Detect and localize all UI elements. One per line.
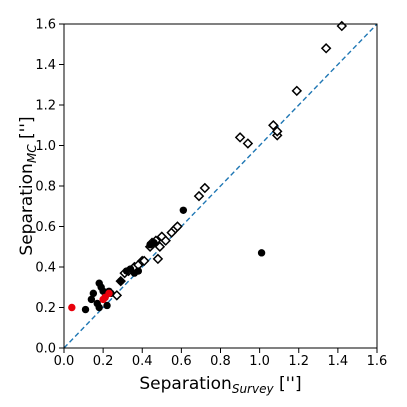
diamond-point — [160, 235, 171, 246]
diamond-point — [336, 20, 348, 32]
x-tick-label: 1.6 — [367, 354, 388, 369]
x-tick-label: 0.4 — [132, 354, 153, 369]
filled-circle-series — [81, 206, 266, 314]
x-axis-title-sub: Survey — [232, 382, 275, 396]
circle-point — [103, 301, 111, 310]
open-diamond-series — [111, 20, 348, 301]
red-circle-series — [68, 289, 113, 312]
x-tick-label: 0.8 — [210, 354, 231, 369]
diamond-point — [172, 221, 183, 232]
x-axis-title-unit: [''] — [274, 374, 302, 394]
ticks-layer: 0.0 0.2 0.4 0.6 0.8 1.0 1.2 1.4 1.6 0.0 0.2 0.4 0.6 0… — [35, 18, 387, 370]
y-tick-label: 1.0 — [35, 139, 56, 154]
circle-point — [150, 239, 158, 247]
circle-point — [81, 305, 90, 314]
diamond-point — [268, 119, 279, 131]
y-tick-label: 1.6 — [35, 18, 56, 33]
y-tick-label: 1.2 — [35, 99, 56, 114]
circle-point — [99, 287, 107, 295]
diamond-point — [320, 43, 332, 54]
y-tick-label: 0.6 — [35, 220, 56, 235]
y-tick-label: 0.8 — [35, 180, 56, 195]
circle-point — [105, 289, 113, 298]
circle-point — [68, 303, 76, 312]
circle-point — [87, 295, 96, 304]
data-points-layer — [68, 20, 348, 314]
diamond-point — [152, 253, 164, 265]
y-tick-label: 0.0 — [35, 342, 56, 357]
x-tick-label: 0.0 — [54, 354, 75, 369]
y-tick-label: 0.2 — [35, 301, 56, 316]
y-tick-label: 1.4 — [35, 58, 56, 73]
diamond-point — [193, 190, 205, 202]
x-axis-title-main: Separation — [139, 374, 231, 394]
diamond-point — [138, 255, 150, 267]
diamond-point — [154, 241, 166, 253]
diamond-point — [291, 85, 303, 97]
x-tick-label: 0.6 — [171, 354, 192, 369]
y-axis-title-unit: [''] — [17, 116, 37, 144]
x-tick-label: 1.0 — [249, 354, 270, 369]
y-axis-title-main: Separation — [17, 163, 37, 255]
labels-layer: SeparationSurvey ['']SeparationMC [''] — [17, 116, 302, 396]
circle-point — [179, 206, 188, 214]
x-tick-label: 1.2 — [288, 354, 309, 369]
x-tick-label: 0.2 — [93, 354, 114, 369]
reference-line — [63, 23, 378, 349]
x-axis-title: SeparationSurvey [''] — [139, 374, 301, 396]
circle-point — [89, 289, 98, 298]
circle-point — [134, 267, 143, 275]
diamond-point — [234, 132, 246, 143]
diamond-point — [271, 126, 283, 137]
circle-point — [95, 303, 103, 312]
y-axis-title-sub: MC — [25, 144, 39, 163]
diamond-point — [242, 138, 254, 149]
y-axis-title: SeparationMC [''] — [17, 116, 39, 255]
x-tick-label: 1.4 — [328, 354, 349, 369]
circle-point — [257, 249, 266, 257]
y-tick-label: 0.4 — [35, 261, 56, 276]
circle-point — [117, 277, 125, 285]
reference-line-layer — [63, 23, 378, 349]
diamond-point — [199, 182, 211, 194]
